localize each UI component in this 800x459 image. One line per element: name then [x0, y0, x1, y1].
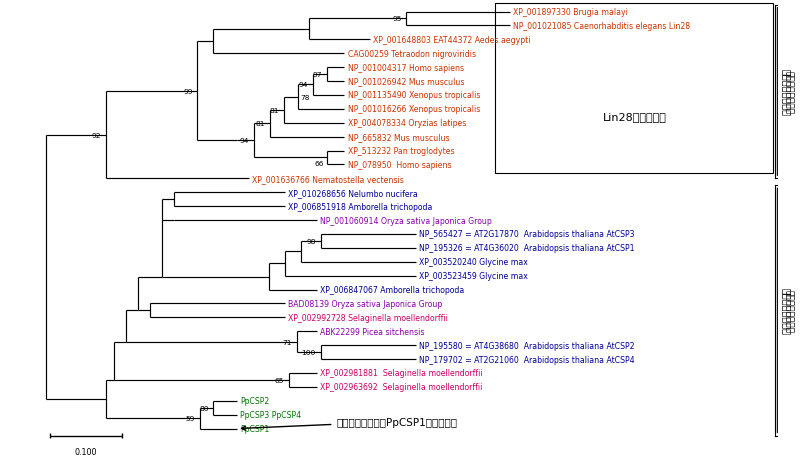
Text: NP_565427 = AT2G17870  Arabidopsis thaliana AtCSP3: NP_565427 = AT2G17870 Arabidopsis thalia…: [419, 230, 634, 239]
Text: NP_195580 = AT4G38680  Arabidopsis thaliana AtCSP2: NP_195580 = AT4G38680 Arabidopsis thalia…: [419, 341, 634, 350]
Text: 92: 92: [92, 132, 102, 138]
Text: 66: 66: [314, 160, 324, 166]
Text: 94: 94: [240, 138, 249, 144]
Text: ABK22299 Picea sitchensis: ABK22299 Picea sitchensis: [320, 327, 424, 336]
Text: XP_001897330 Brugia malayi: XP_001897330 Brugia malayi: [513, 8, 628, 17]
Text: XP_513232 Pan troglodytes: XP_513232 Pan troglodytes: [347, 147, 454, 156]
Text: NP_001021085 Caenorhabditis elegans Lin28: NP_001021085 Caenorhabditis elegans Lin2…: [513, 22, 690, 31]
Text: 65: 65: [274, 377, 284, 383]
Text: 59: 59: [186, 415, 195, 421]
Text: NP_195326 = AT4G36020  Arabidopsis thaliana AtCSP1: NP_195326 = AT4G36020 Arabidopsis thalia…: [419, 244, 634, 253]
Text: 陸上植物（植物）: 陸上植物（植物）: [782, 287, 791, 334]
Text: 81: 81: [255, 121, 265, 127]
Text: 0.100: 0.100: [75, 447, 98, 456]
Text: 97: 97: [313, 72, 322, 78]
Text: XP_010268656 Nelumbo nucifera: XP_010268656 Nelumbo nucifera: [288, 188, 418, 197]
Text: NP_179702 = AT2G21060  Arabidopsis thaliana AtCSP4: NP_179702 = AT2G21060 Arabidopsis thalia…: [419, 355, 634, 364]
Text: 98: 98: [306, 238, 316, 244]
Text: NP_001026942 Mus musculus: NP_001026942 Mus musculus: [347, 78, 464, 86]
Text: PpCSP3 PpCSP4: PpCSP3 PpCSP4: [240, 410, 302, 419]
Text: NP_001016266 Xenopus tropicalis: NP_001016266 Xenopus tropicalis: [347, 105, 480, 114]
Text: 78: 78: [301, 95, 310, 101]
Text: PpCSP1: PpCSP1: [240, 424, 270, 433]
Text: XP_003523459 Glycine max: XP_003523459 Glycine max: [419, 272, 528, 280]
Text: ヒメツリガネゴケPpCSP1タンパク質: ヒメツリガネゴケPpCSP1タンパク質: [242, 417, 458, 431]
Text: XP_001648803 EAT44372 Aedes aegypti: XP_001648803 EAT44372 Aedes aegypti: [373, 36, 530, 45]
Text: 99: 99: [183, 89, 193, 95]
Text: XP_003520240 Glycine max: XP_003520240 Glycine max: [419, 257, 528, 267]
Text: 81: 81: [270, 107, 279, 113]
Text: XP_002992728 Selaginella moellendorffii: XP_002992728 Selaginella moellendorffii: [288, 313, 448, 322]
Text: Lin28タンパク質: Lin28タンパク質: [602, 112, 666, 122]
Text: 95: 95: [392, 17, 402, 22]
Text: XP_006851918 Amborella trichopoda: XP_006851918 Amborella trichopoda: [288, 202, 432, 211]
Text: NP_001060914 Oryza sativa Japonica Group: NP_001060914 Oryza sativa Japonica Group: [320, 216, 491, 225]
Text: XP_002963692  Selaginella moellendorffii: XP_002963692 Selaginella moellendorffii: [320, 382, 482, 392]
Text: 後生動物（動物）: 後生動物（動物）: [782, 69, 791, 116]
Text: NP_001004317 Homo sapiens: NP_001004317 Homo sapiens: [347, 63, 464, 73]
Text: XP_001636766 Nematostella vectensis: XP_001636766 Nematostella vectensis: [252, 174, 404, 184]
Text: 94: 94: [298, 82, 308, 88]
Text: 71: 71: [282, 339, 292, 345]
Text: CAG00259 Tetraodon nigroviridis: CAG00259 Tetraodon nigroviridis: [347, 50, 476, 59]
Text: NP_001135490 Xenopus tropicalis: NP_001135490 Xenopus tropicalis: [347, 91, 480, 100]
Text: 陸上植物（植物）: 陸上植物（植物）: [784, 289, 793, 332]
Text: BAD08139 Oryza sativa Japonica Group: BAD08139 Oryza sativa Japonica Group: [288, 299, 442, 308]
Text: XP_004078334 Oryzias latipes: XP_004078334 Oryzias latipes: [347, 119, 466, 128]
Text: NP_078950  Homo sapiens: NP_078950 Homo sapiens: [347, 161, 451, 169]
Text: 後生動物（動物）: 後生動物（動物）: [784, 71, 793, 114]
Text: NP_665832 Mus musculus: NP_665832 Mus musculus: [347, 133, 449, 142]
Text: XP_006847067 Amborella trichopoda: XP_006847067 Amborella trichopoda: [320, 285, 464, 294]
Text: 100: 100: [302, 349, 316, 355]
Text: 80: 80: [199, 405, 209, 411]
Text: PpCSP2: PpCSP2: [240, 397, 270, 405]
Text: XP_002981881  Selaginella moellendorffii: XP_002981881 Selaginella moellendorffii: [320, 369, 482, 378]
